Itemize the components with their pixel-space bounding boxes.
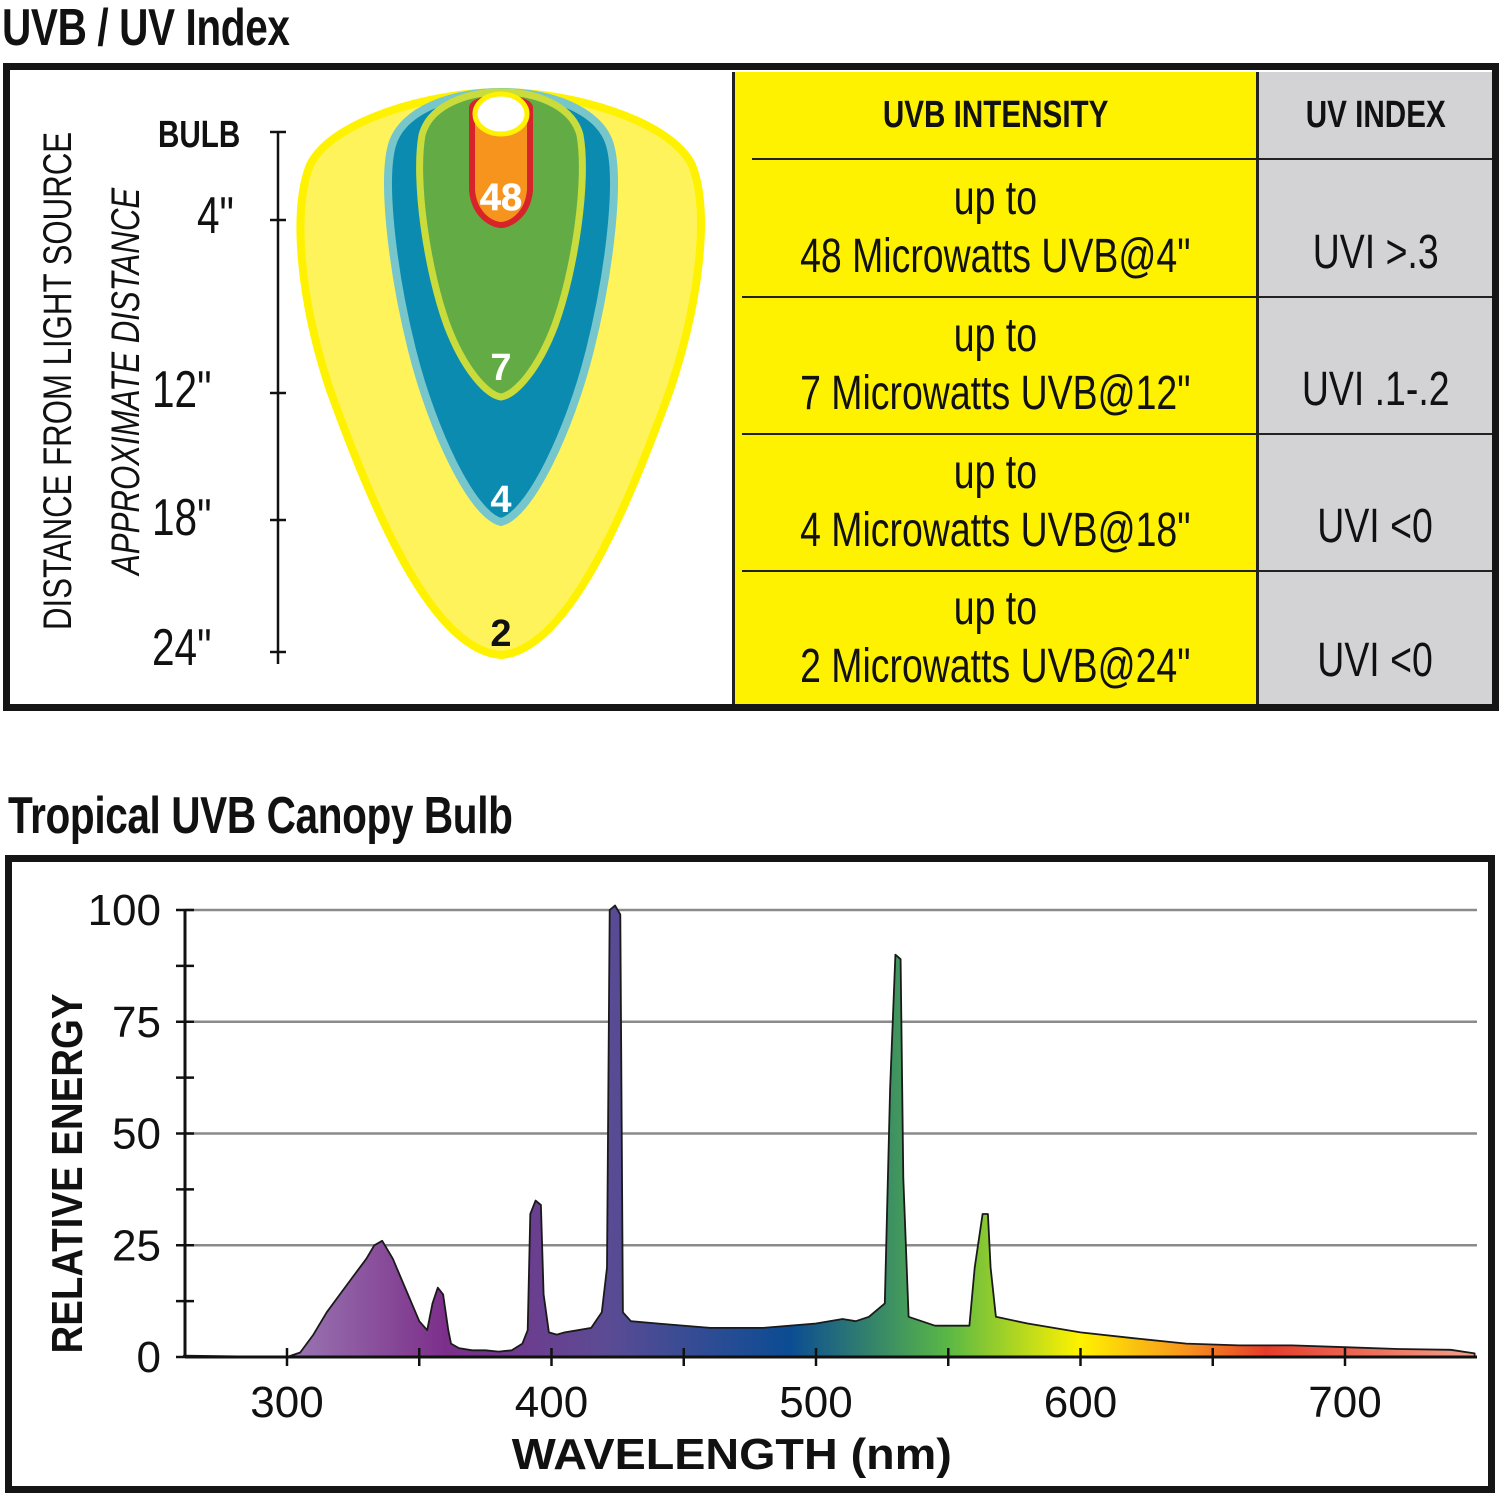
- table-row-uvi: UVI .1-.2: [1301, 363, 1450, 417]
- spectrum-area: [182, 904, 1476, 1358]
- uvb-uv-index-title: UVB / UV Index: [2, 0, 290, 57]
- intensity-column: [732, 72, 1259, 704]
- y-tick-label: 100: [88, 886, 161, 935]
- table-row-intensity: up to 7 Microwatts UVB@12": [800, 309, 1191, 420]
- x-tick-label: 400: [515, 1378, 588, 1427]
- bulb-label: BULB: [158, 114, 241, 156]
- x-tick-label: 600: [1044, 1378, 1117, 1427]
- header-uv-index: UV INDEX: [1305, 94, 1446, 137]
- spectrum-chart: 0 25 50 75 100 300 400 500 600 700 RELATIVE ENERG…: [43, 886, 1477, 1479]
- zone-graphic: 48 7 4 2: [270, 87, 705, 664]
- y-tick-label: 0: [137, 1333, 161, 1382]
- bulb-icon: [472, 91, 530, 137]
- distance-label-18: 18": [151, 489, 212, 547]
- y-tick-label: 75: [112, 998, 161, 1047]
- header-uvb-intensity: UVB INTENSITY: [882, 94, 1109, 137]
- uvb-zone-diagram: DISTANCE FROM LIGHT SOURCE APPROXIMATE D…: [10, 70, 730, 704]
- zone-value-4: 4: [490, 479, 511, 521]
- table-row-uvi: UVI <0: [1317, 634, 1434, 688]
- table-row-uvi: UVI <0: [1317, 500, 1434, 554]
- x-tick-label: 700: [1308, 1378, 1381, 1427]
- y-tick-label: 50: [112, 1110, 161, 1159]
- x-tick-label: 300: [250, 1378, 323, 1427]
- table-row-uvi: UVI >.3: [1312, 226, 1439, 280]
- distance-label-24: 24": [151, 619, 212, 677]
- uvb-table: UVB INTENSITY UV INDEX up to 48 Microwat…: [732, 72, 1492, 704]
- canopy-bulb-title: Tropical UVB Canopy Bulb: [8, 787, 513, 845]
- zone-7-shape: [416, 88, 586, 401]
- x-axis-title: WAVELENGTH (nm): [512, 1430, 952, 1479]
- table-row-intensity: up to 4 Microwatts UVB@18": [800, 446, 1191, 557]
- distance-label-12: 12": [151, 361, 212, 419]
- uv-index-column: [1259, 72, 1492, 704]
- zone-value-2: 2: [490, 613, 511, 655]
- y-tick-label: 25: [112, 1221, 161, 1270]
- table-row-intensity: up to 2 Microwatts UVB@24": [800, 581, 1191, 693]
- table-row-intensity: up to 48 Microwatts UVB@4": [800, 172, 1191, 283]
- y-axis-title: RELATIVE ENERGY: [43, 994, 92, 1354]
- uvb-uv-index-panel: DISTANCE FROM LIGHT SOURCE APPROXIMATE D…: [3, 63, 1499, 711]
- x-tick-label: 500: [779, 1378, 852, 1427]
- zone-value-48: 48: [480, 177, 522, 219]
- spectrum-chart-panel: 0 25 50 75 100 300 400 500 600 700 RELATIVE ENERG…: [5, 855, 1495, 1493]
- distance-label-4: 4": [196, 187, 234, 245]
- zone-value-7: 7: [490, 347, 511, 389]
